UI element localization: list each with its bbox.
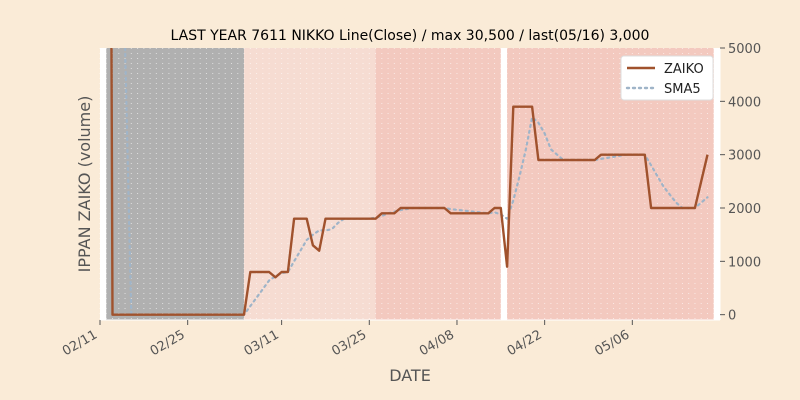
y-tick-label: 1000 [728,255,761,270]
x-tick-label: 02/11 [60,327,100,359]
legend-label: SMA5 [664,82,701,97]
y-tick-label: 4000 [728,95,761,110]
x-tick-label: 03/25 [329,327,369,359]
series-layer [110,48,709,316]
y-tick-label: 0 [728,309,736,324]
x-tick-label: 03/11 [242,327,282,359]
y-axis-label: IPPAN ZAIKO (volume) [75,96,94,273]
shaded-band [244,48,376,320]
chart-title: LAST YEAR 7611 NIKKO Line(Close) / max 3… [171,28,650,44]
x-tick-label: 04/22 [505,327,545,359]
y-tick-label: 5000 [728,42,761,57]
x-tick-label: 05/06 [592,327,632,359]
y-tick-label: 2000 [728,202,761,217]
y-tick-label: 3000 [728,149,761,164]
x-tick-label: 04/08 [417,327,457,359]
x-axis-label: DATE [389,366,431,385]
series-line-zaiko [110,48,709,316]
legend: ZAIKO SMA5 [620,55,714,101]
legend-label: ZAIKO [664,62,704,77]
x-tick-label: 02/25 [148,327,188,359]
